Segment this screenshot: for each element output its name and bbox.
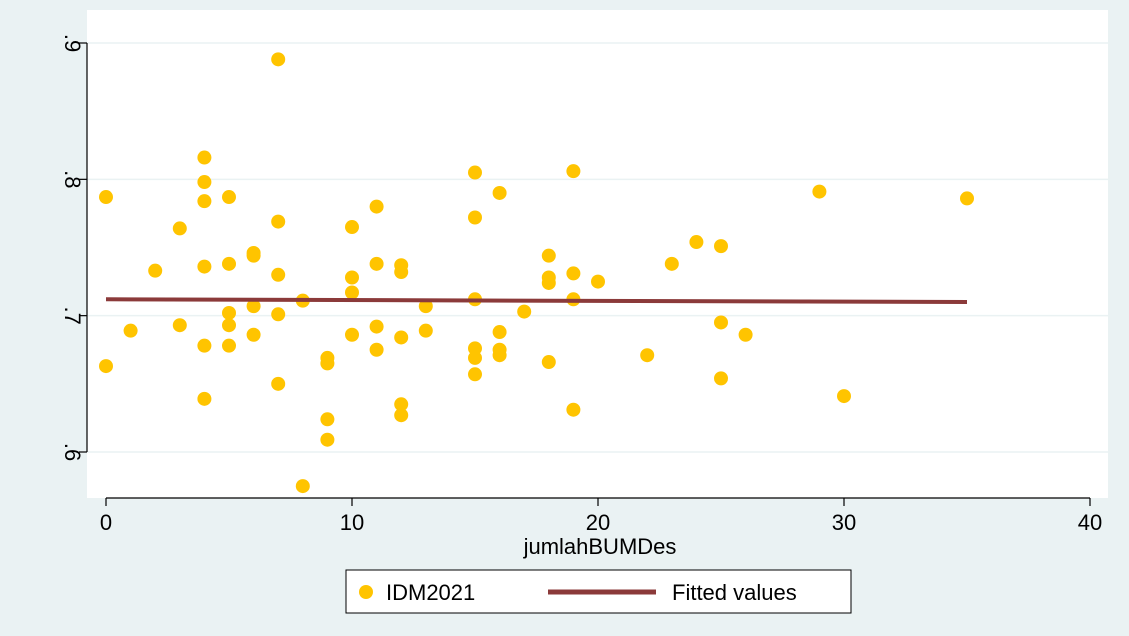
scatter-point	[541, 275, 556, 290]
scatter-point	[345, 270, 359, 285]
scatter-point	[197, 150, 212, 165]
scatter-point	[222, 338, 236, 353]
scatter-point	[468, 165, 482, 180]
scatter-point	[320, 412, 335, 427]
fitted-line	[105, 297, 968, 305]
scatter-point	[664, 256, 679, 271]
scatter-point	[271, 267, 286, 282]
scatter-point	[714, 371, 728, 386]
scatter-point	[271, 376, 286, 391]
scatter-point	[394, 408, 409, 423]
scatter-point	[172, 318, 187, 333]
scatter-point	[345, 285, 359, 300]
scatter-point	[837, 389, 851, 404]
scatter-point	[714, 315, 728, 330]
x-tick-label: 0	[100, 510, 112, 535]
scatter-point	[197, 259, 212, 274]
scatter-point	[246, 327, 261, 342]
scatter-point	[394, 265, 409, 280]
scatter-point	[369, 319, 384, 334]
scatter-point	[566, 402, 581, 417]
x-tick-label: 30	[832, 510, 856, 535]
scatter-point	[197, 338, 212, 353]
y-tick-label: .9	[60, 34, 85, 52]
scatter-point	[591, 274, 605, 289]
scatter-point	[246, 299, 261, 314]
plot-area	[87, 10, 1108, 498]
fitted-line-layer	[105, 297, 968, 305]
scatter-point	[271, 307, 286, 322]
scatter-point	[812, 184, 827, 199]
scatter-point	[960, 191, 974, 206]
y-tick-label: .8	[60, 170, 85, 188]
y-tick-label: .7	[60, 306, 85, 324]
scatter-point	[492, 348, 507, 363]
scatter-point	[541, 248, 556, 263]
scatter-point	[197, 391, 212, 406]
scatter-point	[689, 235, 704, 250]
scatter-point	[99, 359, 113, 374]
scatter-point	[566, 266, 581, 281]
y-tick-label: .6	[60, 443, 85, 461]
scatter-point	[418, 299, 433, 314]
legend-label-idm2021: IDM2021	[386, 580, 475, 605]
scatter-point	[99, 190, 113, 205]
x-tick-label: 20	[586, 510, 610, 535]
scatter-point	[197, 194, 212, 209]
scatter-point	[394, 330, 409, 345]
legend-label-fitted: Fitted values	[672, 580, 797, 605]
scatter-point	[295, 479, 310, 494]
scatter-point	[369, 256, 384, 271]
scatter-point	[320, 356, 335, 371]
scatter-point	[468, 350, 482, 365]
scatter-point	[738, 327, 753, 342]
scatter-point	[345, 327, 359, 342]
scatter-point	[271, 214, 286, 229]
scatter-point	[369, 342, 384, 357]
scatter-point	[148, 263, 163, 278]
scatter-point	[172, 221, 187, 236]
scatter-point	[271, 52, 286, 67]
scatter-point	[492, 185, 507, 200]
scatter-point	[369, 199, 384, 214]
scatter-point	[123, 323, 138, 338]
scatter-point	[222, 190, 236, 205]
scatter-point	[246, 248, 261, 263]
scatter-points	[99, 52, 974, 494]
scatter-point	[468, 367, 482, 382]
axes: .6 .7 .8 .9 0 10 20 30 40	[60, 34, 1102, 535]
legend-marker-idm2021	[359, 585, 373, 599]
scatter-point	[222, 256, 236, 271]
gridlines	[87, 42, 1108, 453]
scatter-point	[640, 348, 655, 363]
scatter-point	[394, 397, 409, 412]
x-axis-label: jumlahBUMDes	[523, 534, 677, 559]
x-tick-label: 40	[1078, 510, 1102, 535]
scatter-point	[418, 323, 433, 338]
scatter-point	[320, 432, 335, 447]
x-tick-label: 10	[340, 510, 364, 535]
scatter-point	[566, 164, 581, 179]
legend: IDM2021 Fitted values	[345, 569, 852, 614]
scatter-point	[345, 220, 359, 235]
scatter-point	[222, 305, 236, 320]
scatter-point	[197, 175, 212, 190]
scatter-point	[222, 318, 236, 333]
scatter-point	[517, 304, 532, 319]
scatter-point	[541, 355, 556, 370]
scatter-point	[468, 210, 482, 225]
scatter-point	[492, 325, 507, 340]
scatter-point	[714, 239, 728, 254]
